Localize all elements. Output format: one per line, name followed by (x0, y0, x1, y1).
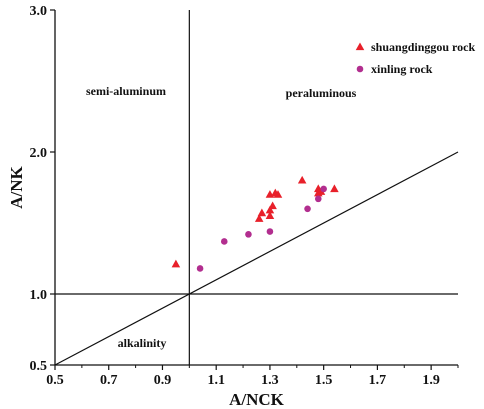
x-axis-title: A/NCK (229, 390, 285, 409)
x-tick-label: 1.3 (261, 373, 279, 388)
data-point-shuangdinggou (268, 201, 277, 210)
region-label-alkalinity: alkalinity (118, 336, 167, 350)
y-axis-title: A/NK (7, 165, 26, 208)
x-tick-label: 1.7 (369, 373, 387, 388)
y-tick-label: 0.5 (30, 359, 48, 374)
data-point-shuangdinggou (297, 175, 307, 184)
data-point-shuangdinggou (330, 184, 339, 193)
data-point-shuangdinggou (171, 259, 181, 268)
region-label-semi-aluminum: semi-aluminum (86, 84, 166, 98)
data-point-shuangdinggou (265, 205, 275, 214)
plot-area: 0.5 0.7 0.9 1.1 1.3 1.5 1.7 1.9 0.5 1.0 2.0 3.0 A/NC… (7, 4, 475, 409)
y-tick-label: 1.0 (30, 288, 48, 303)
x-tick-label: 0.7 (100, 373, 118, 388)
legend-marker-xinling (356, 65, 364, 73)
legend-label-xinling: xinling rock (371, 62, 433, 76)
x-tick-label: 1.1 (207, 373, 225, 388)
region-label-peraluminous: peraluminous (286, 86, 357, 100)
x-tick-label: 1.5 (315, 373, 333, 388)
data-point-shuangdinggou (254, 214, 264, 222)
data-point-shuangdinggou (257, 208, 267, 217)
y-tick-label: 2.0 (30, 146, 48, 161)
data-point-xinling (304, 205, 311, 213)
x-tick-label: 1.9 (422, 373, 440, 388)
legend-marker-shuangdinggou (355, 42, 365, 51)
y-tick-label: 3.0 (30, 4, 48, 19)
data-point-xinling (245, 231, 252, 238)
data-point-xinling (266, 228, 274, 235)
x-tick-label: 0.9 (154, 373, 172, 388)
data-point-xinling (196, 265, 204, 272)
data-point-shuangdinggou (265, 211, 275, 220)
data-point-xinling (314, 195, 322, 203)
data-point-xinling (320, 185, 327, 193)
data-point-shuangdinggou (273, 190, 283, 198)
x-tick-label: 0.5 (46, 373, 64, 388)
reference-line (54, 151, 459, 366)
data-point-shuangdinggou (316, 187, 326, 195)
data-point-xinling (220, 238, 228, 245)
legend-label-shuangdinggou: shuangdinggou rock (371, 40, 475, 54)
